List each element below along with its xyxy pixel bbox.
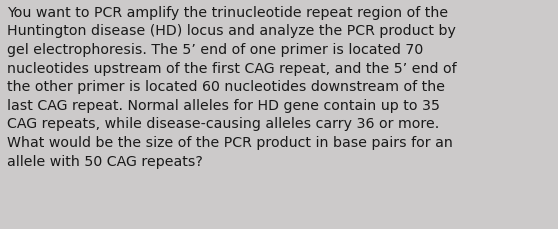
Text: You want to PCR amplify the trinucleotide repeat region of the
Huntington diseas: You want to PCR amplify the trinucleotid… (7, 6, 456, 168)
